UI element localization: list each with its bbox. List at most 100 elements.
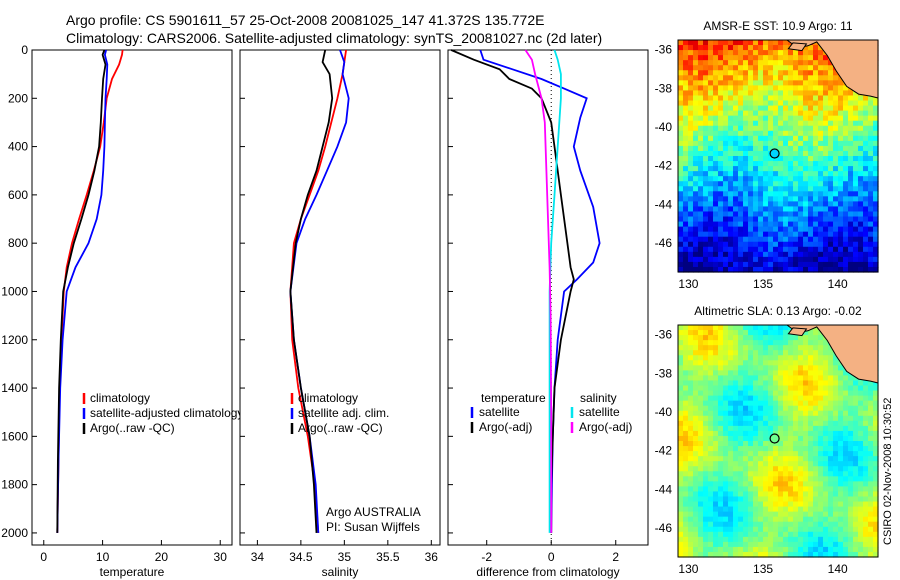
heatmap-cell [713, 206, 719, 213]
heatmap-cell [808, 246, 814, 253]
heatmap-cell [828, 150, 834, 157]
heatmap-cell [723, 481, 729, 487]
heatmap-cell [703, 105, 709, 112]
heatmap-cell [808, 531, 814, 538]
heatmap-cell [863, 211, 869, 218]
heatmap-cell [783, 50, 789, 56]
heatmap-cell [753, 466, 759, 472]
heatmap-cell [858, 496, 864, 503]
heatmap-cell [823, 441, 829, 447]
heatmap-cell [798, 501, 804, 508]
heatmap-cell [708, 511, 714, 518]
heatmap-cell [683, 541, 689, 548]
heatmap-cell [708, 261, 714, 268]
heatmap-cell [848, 420, 854, 427]
heatmap-cell [738, 531, 744, 538]
heatmap-cell [693, 551, 699, 558]
heatmap-cell [728, 70, 734, 76]
heatmap-cell [688, 541, 694, 548]
heatmap-cell [778, 246, 784, 253]
heatmap-cell [868, 125, 874, 132]
heatmap-cell [763, 546, 769, 553]
heatmap-cell [803, 216, 809, 223]
heatmap-cell [833, 241, 839, 248]
heatmap-cell [678, 105, 684, 112]
heatmap-cell [813, 380, 819, 387]
heatmap-cell [868, 156, 874, 162]
heatmap-cell [843, 176, 849, 182]
heatmap-cell [758, 330, 764, 336]
heatmap-cell [773, 471, 779, 477]
heatmap-cell [743, 95, 749, 102]
heatmap-cell [863, 481, 869, 487]
heatmap-cell [783, 536, 789, 543]
heatmap-cell [788, 135, 794, 142]
heatmap-cell [833, 226, 839, 233]
heatmap-cell [823, 375, 829, 382]
heatmap-cell [868, 135, 874, 142]
heatmap-cell [738, 496, 744, 503]
heatmap-cell [678, 430, 684, 437]
heatmap-cell [763, 425, 769, 432]
heatmap-cell [868, 451, 874, 457]
heatmap-cell [853, 400, 859, 407]
heatmap-cell [803, 105, 809, 112]
heatmap-cell [693, 65, 699, 71]
heatmap-cell [808, 405, 814, 412]
heatmap-cell [803, 256, 809, 263]
series-line-temperature-argo-adj- [450, 49, 575, 533]
heatmap-cell [748, 85, 754, 92]
heatmap-cell [698, 456, 704, 462]
heatmap-cell [828, 241, 834, 248]
heatmap-cell [723, 115, 729, 122]
heatmap-cell [813, 395, 819, 402]
heatmap-cell [838, 486, 844, 493]
heatmap-cell [868, 496, 874, 503]
heatmap-cell [793, 345, 799, 351]
y-tick-label: 1000 [1, 284, 28, 298]
heatmap-cell [688, 196, 694, 202]
heatmap-cell [708, 211, 714, 218]
heatmap-cell [683, 425, 689, 432]
heatmap-cell [718, 130, 724, 137]
heatmap-cell [763, 405, 769, 412]
heatmap-cell [743, 345, 749, 351]
heatmap-cell [758, 385, 764, 392]
heatmap-cell [788, 95, 794, 102]
heatmap-cell [688, 90, 694, 97]
heatmap-cell [803, 75, 809, 81]
heatmap-cell [773, 125, 779, 132]
heatmap-cell [753, 60, 759, 66]
heatmap-cell [723, 251, 729, 258]
heatmap-cell [728, 196, 734, 202]
heatmap-cell [738, 441, 744, 447]
heatmap-cell [748, 75, 754, 81]
heatmap-cell [803, 251, 809, 258]
map-y-tick-label: -42 [655, 444, 673, 458]
heatmap-cell [828, 171, 834, 177]
heatmap-cell [778, 380, 784, 387]
heatmap-cell [803, 375, 809, 382]
heatmap-cell [743, 181, 749, 187]
heatmap-cell [818, 491, 824, 498]
heatmap-cell [818, 521, 824, 528]
heatmap-cell [678, 496, 684, 503]
heatmap-cell [743, 80, 749, 86]
heatmap-cell [848, 536, 854, 543]
heatmap-cell [723, 395, 729, 402]
heatmap-cell [688, 236, 694, 243]
heatmap-cell [803, 186, 809, 192]
x-tick-label: 35.5 [376, 550, 400, 564]
heatmap-cell [758, 441, 764, 447]
argo-float-marker [769, 433, 780, 444]
heatmap-cell [728, 261, 734, 268]
heatmap-cell [828, 120, 834, 127]
heatmap-cell [698, 65, 704, 71]
heatmap-cell [698, 251, 704, 258]
heatmap-cell [808, 536, 814, 543]
heatmap-cell [728, 476, 734, 482]
heatmap-cell [708, 241, 714, 248]
heatmap-cell [858, 491, 864, 498]
heatmap-cell [858, 390, 864, 397]
heatmap-cell [708, 390, 714, 397]
